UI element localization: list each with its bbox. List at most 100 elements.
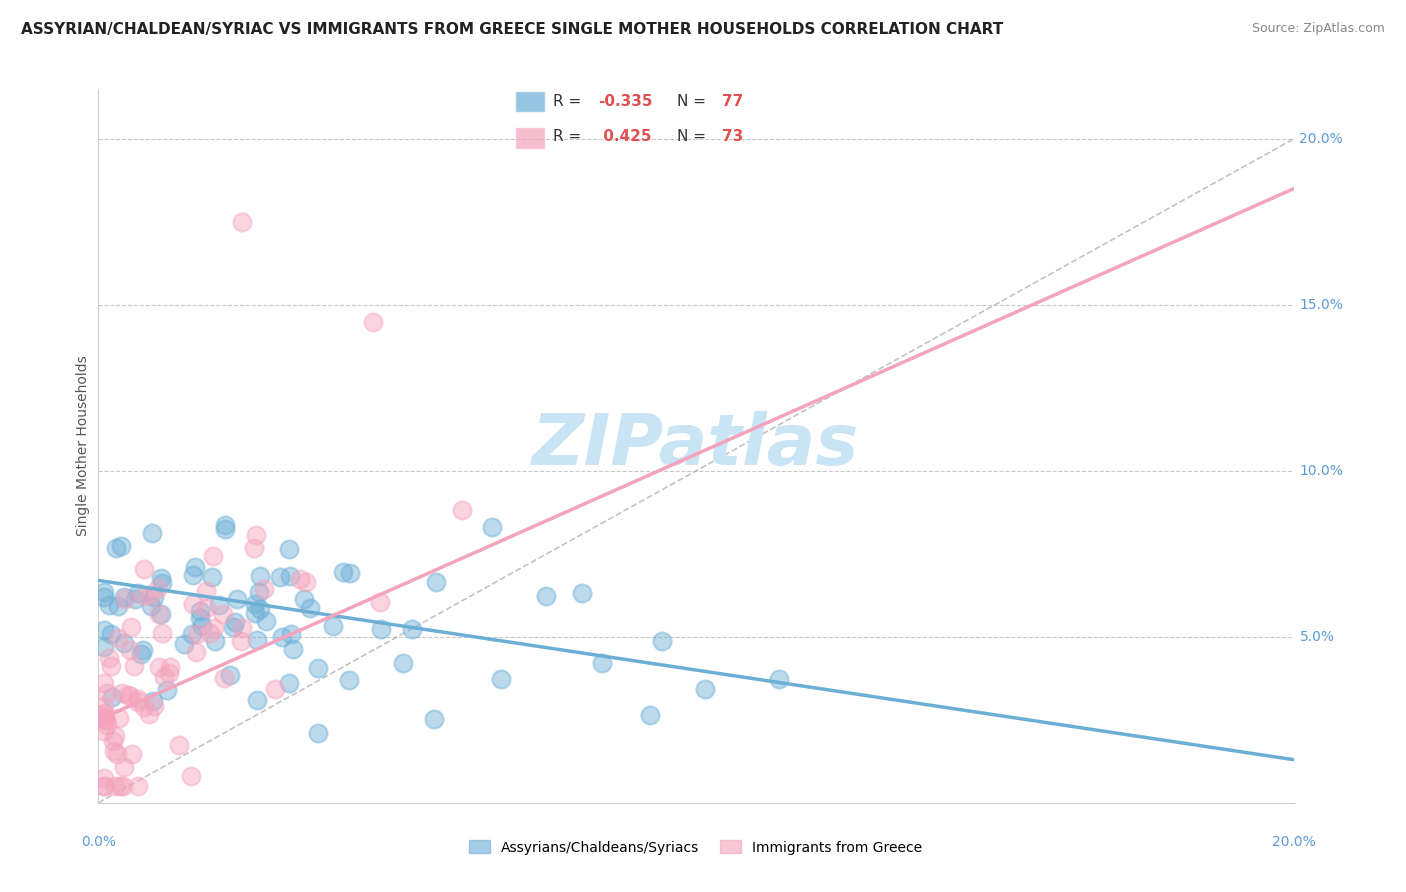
- Text: R =: R =: [554, 94, 586, 109]
- Point: [93, 676, 115, 690]
- Point: [638, 708, 661, 723]
- Point: [219, 668, 242, 682]
- Point: [278, 568, 301, 582]
- Point: [148, 607, 170, 622]
- Point: [132, 642, 155, 657]
- Point: [214, 523, 236, 537]
- Point: [337, 673, 360, 687]
- Point: [186, 627, 208, 641]
- Point: [127, 586, 149, 600]
- Point: [188, 611, 211, 625]
- Point: [141, 526, 163, 541]
- Text: 0.0%: 0.0%: [82, 835, 115, 849]
- Point: [148, 659, 170, 673]
- Y-axis label: Single Mother Households: Single Mother Households: [76, 356, 90, 536]
- Point: [290, 572, 312, 586]
- Point: [132, 700, 155, 714]
- Text: N =: N =: [678, 128, 711, 144]
- Point: [423, 712, 446, 726]
- Point: [153, 670, 176, 684]
- Point: [98, 598, 121, 612]
- Text: ASSYRIAN/CHALDEAN/SYRIAC VS IMMIGRANTS FROM GREECE SINGLE MOTHER HOUSEHOLDS CORR: ASSYRIAN/CHALDEAN/SYRIAC VS IMMIGRANTS F…: [21, 22, 1004, 37]
- Point: [150, 575, 173, 590]
- Point: [339, 566, 361, 581]
- Point: [93, 706, 115, 720]
- Text: R =: R =: [554, 128, 586, 144]
- FancyBboxPatch shape: [515, 91, 544, 112]
- Point: [247, 585, 270, 599]
- Point: [107, 631, 129, 645]
- Point: [292, 591, 315, 606]
- Point: [208, 598, 231, 612]
- Point: [392, 656, 415, 670]
- Point: [231, 621, 253, 635]
- Point: [112, 636, 135, 650]
- Point: [138, 706, 160, 721]
- Point: [198, 626, 221, 640]
- Point: [184, 645, 207, 659]
- Point: [107, 599, 129, 613]
- Point: [254, 614, 277, 628]
- Point: [245, 528, 267, 542]
- Point: [212, 607, 235, 622]
- Point: [269, 570, 291, 584]
- Point: [249, 568, 271, 582]
- Text: 20.0%: 20.0%: [1299, 132, 1343, 146]
- Point: [181, 597, 204, 611]
- Text: 73: 73: [721, 128, 742, 144]
- Point: [134, 589, 156, 603]
- Point: [332, 566, 354, 580]
- Text: 15.0%: 15.0%: [1299, 298, 1343, 312]
- Point: [651, 633, 673, 648]
- Point: [591, 656, 613, 670]
- Point: [120, 620, 142, 634]
- Point: [114, 592, 136, 607]
- Point: [294, 575, 316, 590]
- Point: [93, 771, 115, 785]
- Point: [118, 689, 141, 703]
- Point: [201, 569, 224, 583]
- Point: [110, 539, 132, 553]
- Point: [100, 627, 122, 641]
- Point: [93, 640, 115, 654]
- Point: [204, 634, 226, 648]
- Point: [307, 726, 329, 740]
- Point: [124, 592, 146, 607]
- Point: [271, 631, 294, 645]
- Point: [246, 693, 269, 707]
- Point: [142, 699, 165, 714]
- Point: [107, 711, 129, 725]
- Point: [202, 549, 225, 563]
- Point: [150, 607, 173, 621]
- Point: [278, 541, 301, 556]
- Point: [121, 747, 143, 761]
- Point: [370, 622, 392, 636]
- Point: [299, 600, 322, 615]
- Point: [280, 627, 302, 641]
- Point: [139, 588, 162, 602]
- Point: [132, 561, 155, 575]
- Point: [253, 582, 276, 596]
- Text: 10.0%: 10.0%: [1299, 464, 1343, 478]
- Point: [103, 734, 125, 748]
- Point: [180, 627, 202, 641]
- Point: [194, 583, 217, 598]
- Point: [142, 694, 165, 708]
- Point: [370, 595, 392, 609]
- Point: [111, 779, 134, 793]
- Point: [212, 671, 235, 685]
- Point: [127, 692, 149, 706]
- Point: [105, 747, 128, 761]
- Point: [96, 718, 118, 732]
- Point: [93, 712, 115, 726]
- Point: [180, 769, 202, 783]
- Text: 20.0%: 20.0%: [1271, 835, 1316, 849]
- Point: [143, 590, 166, 604]
- Point: [127, 779, 149, 793]
- Point: [159, 660, 181, 674]
- Point: [307, 661, 329, 675]
- Point: [264, 681, 287, 696]
- Point: [401, 623, 423, 637]
- Point: [222, 620, 245, 634]
- Point: [139, 599, 162, 613]
